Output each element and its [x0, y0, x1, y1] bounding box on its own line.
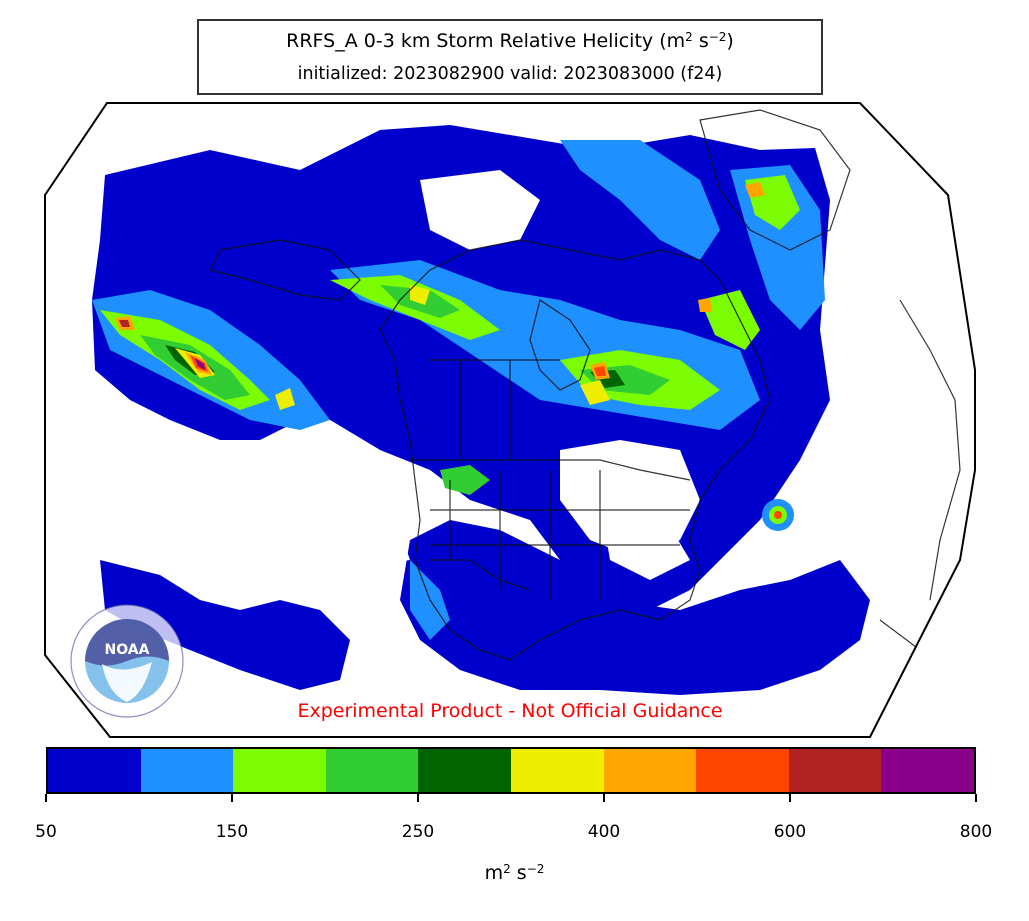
title-unit-mid: s [698, 30, 709, 52]
colorbar-segment-8 [788, 749, 882, 792]
unit-exp2: −2 [526, 862, 545, 876]
title-unit-exp2: −2 [708, 30, 727, 44]
colorbar-segment-2 [233, 749, 326, 792]
colorbar-segment-3 [325, 749, 419, 792]
field-red-3 [119, 320, 130, 327]
unit-exp1: 2 [503, 862, 511, 876]
title-model: RRFS_A [286, 30, 358, 52]
field-orange-5 [698, 298, 712, 312]
field-lightgreen-4 [700, 290, 760, 350]
field-clear-6 [420, 170, 540, 250]
colorbar-segment-7 [696, 749, 789, 792]
field-clear-4 [830, 200, 975, 560]
hudson-bay [529, 299, 591, 391]
field-green-4 [440, 465, 490, 495]
disclaimer: Experimental Product - Not Official Guid… [297, 700, 723, 722]
colorbar-tick-label: 800 [959, 822, 993, 842]
colorbar-ticks [0, 794, 1029, 804]
noaa-logo-text: NOAA [105, 642, 150, 658]
colorbar-tick [975, 794, 977, 802]
unit-mid: s [516, 862, 527, 884]
coastline-east [689, 279, 771, 541]
colorbar-tick-label: 50 [35, 822, 57, 842]
map-frame [44, 102, 976, 738]
colorbar-tick [603, 794, 605, 802]
colorbar-tick-label: 400 [587, 822, 621, 842]
field-yellow-4 [275, 388, 295, 410]
map-title: RRFS_A 0-3 km Storm Relative Helicity (m… [286, 30, 734, 52]
coastline-arctic [379, 239, 721, 331]
title-unit-exp1: 2 [685, 30, 693, 44]
field-clear-3 [600, 500, 690, 580]
colorbar-segment-0 [48, 749, 141, 792]
coastline-west [379, 329, 511, 661]
field-yellow-3 [410, 285, 430, 305]
noaa-logo: NOAA [70, 604, 184, 718]
field-lightblue-3 [560, 140, 720, 260]
map-title-box: RRFS_A 0-3 km Storm Relative Helicity (m… [197, 19, 823, 95]
colorbar-unit-label: m2 s−2 [0, 862, 1029, 884]
field-clear-5 [45, 440, 410, 570]
alaska [209, 239, 361, 301]
coastline-gulf [509, 539, 701, 661]
greenland [699, 109, 851, 251]
map-subtitle: initialized: 2023082900 valid: 202308300… [297, 64, 723, 84]
field-orange-4 [745, 182, 765, 198]
field-yellow-2 [580, 380, 610, 405]
colorbar-segment-6 [603, 749, 697, 792]
colorbar-tick [789, 794, 791, 802]
field-hurricane-core [774, 511, 782, 519]
field-clear-1 [280, 420, 400, 490]
colorbar [46, 747, 976, 794]
title-field: 0-3 km Storm Relative Helicity [363, 30, 654, 52]
field-blue-south [400, 520, 870, 695]
colorbar-segment-5 [510, 749, 604, 792]
colorbar-segment-4 [418, 749, 511, 792]
colorbar-tick [417, 794, 419, 802]
title-unit-base: m [666, 30, 686, 52]
unit-base: m [484, 862, 504, 884]
field-red-2 [594, 366, 606, 376]
colorbar-segment-1 [140, 749, 234, 792]
colorbar-segment-9 [881, 749, 974, 792]
colorbar-tick [45, 794, 47, 802]
colorbar-tick-label: 150 [215, 822, 249, 842]
field-blue-west [100, 560, 350, 690]
colorbar-tick-label: 600 [773, 822, 807, 842]
europe-coast [899, 299, 961, 601]
colorbar-tick [231, 794, 233, 802]
field-purple-1 [195, 358, 205, 370]
colorbar-tick-label: 250 [401, 822, 435, 842]
